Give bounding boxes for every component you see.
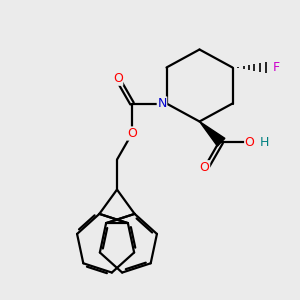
- Text: O: O: [113, 72, 123, 85]
- Polygon shape: [200, 122, 225, 146]
- Text: O: O: [200, 161, 210, 174]
- Text: O: O: [245, 136, 255, 149]
- Text: H: H: [260, 136, 269, 149]
- Text: O: O: [127, 127, 137, 140]
- Text: N: N: [157, 97, 167, 110]
- Text: F: F: [272, 61, 280, 74]
